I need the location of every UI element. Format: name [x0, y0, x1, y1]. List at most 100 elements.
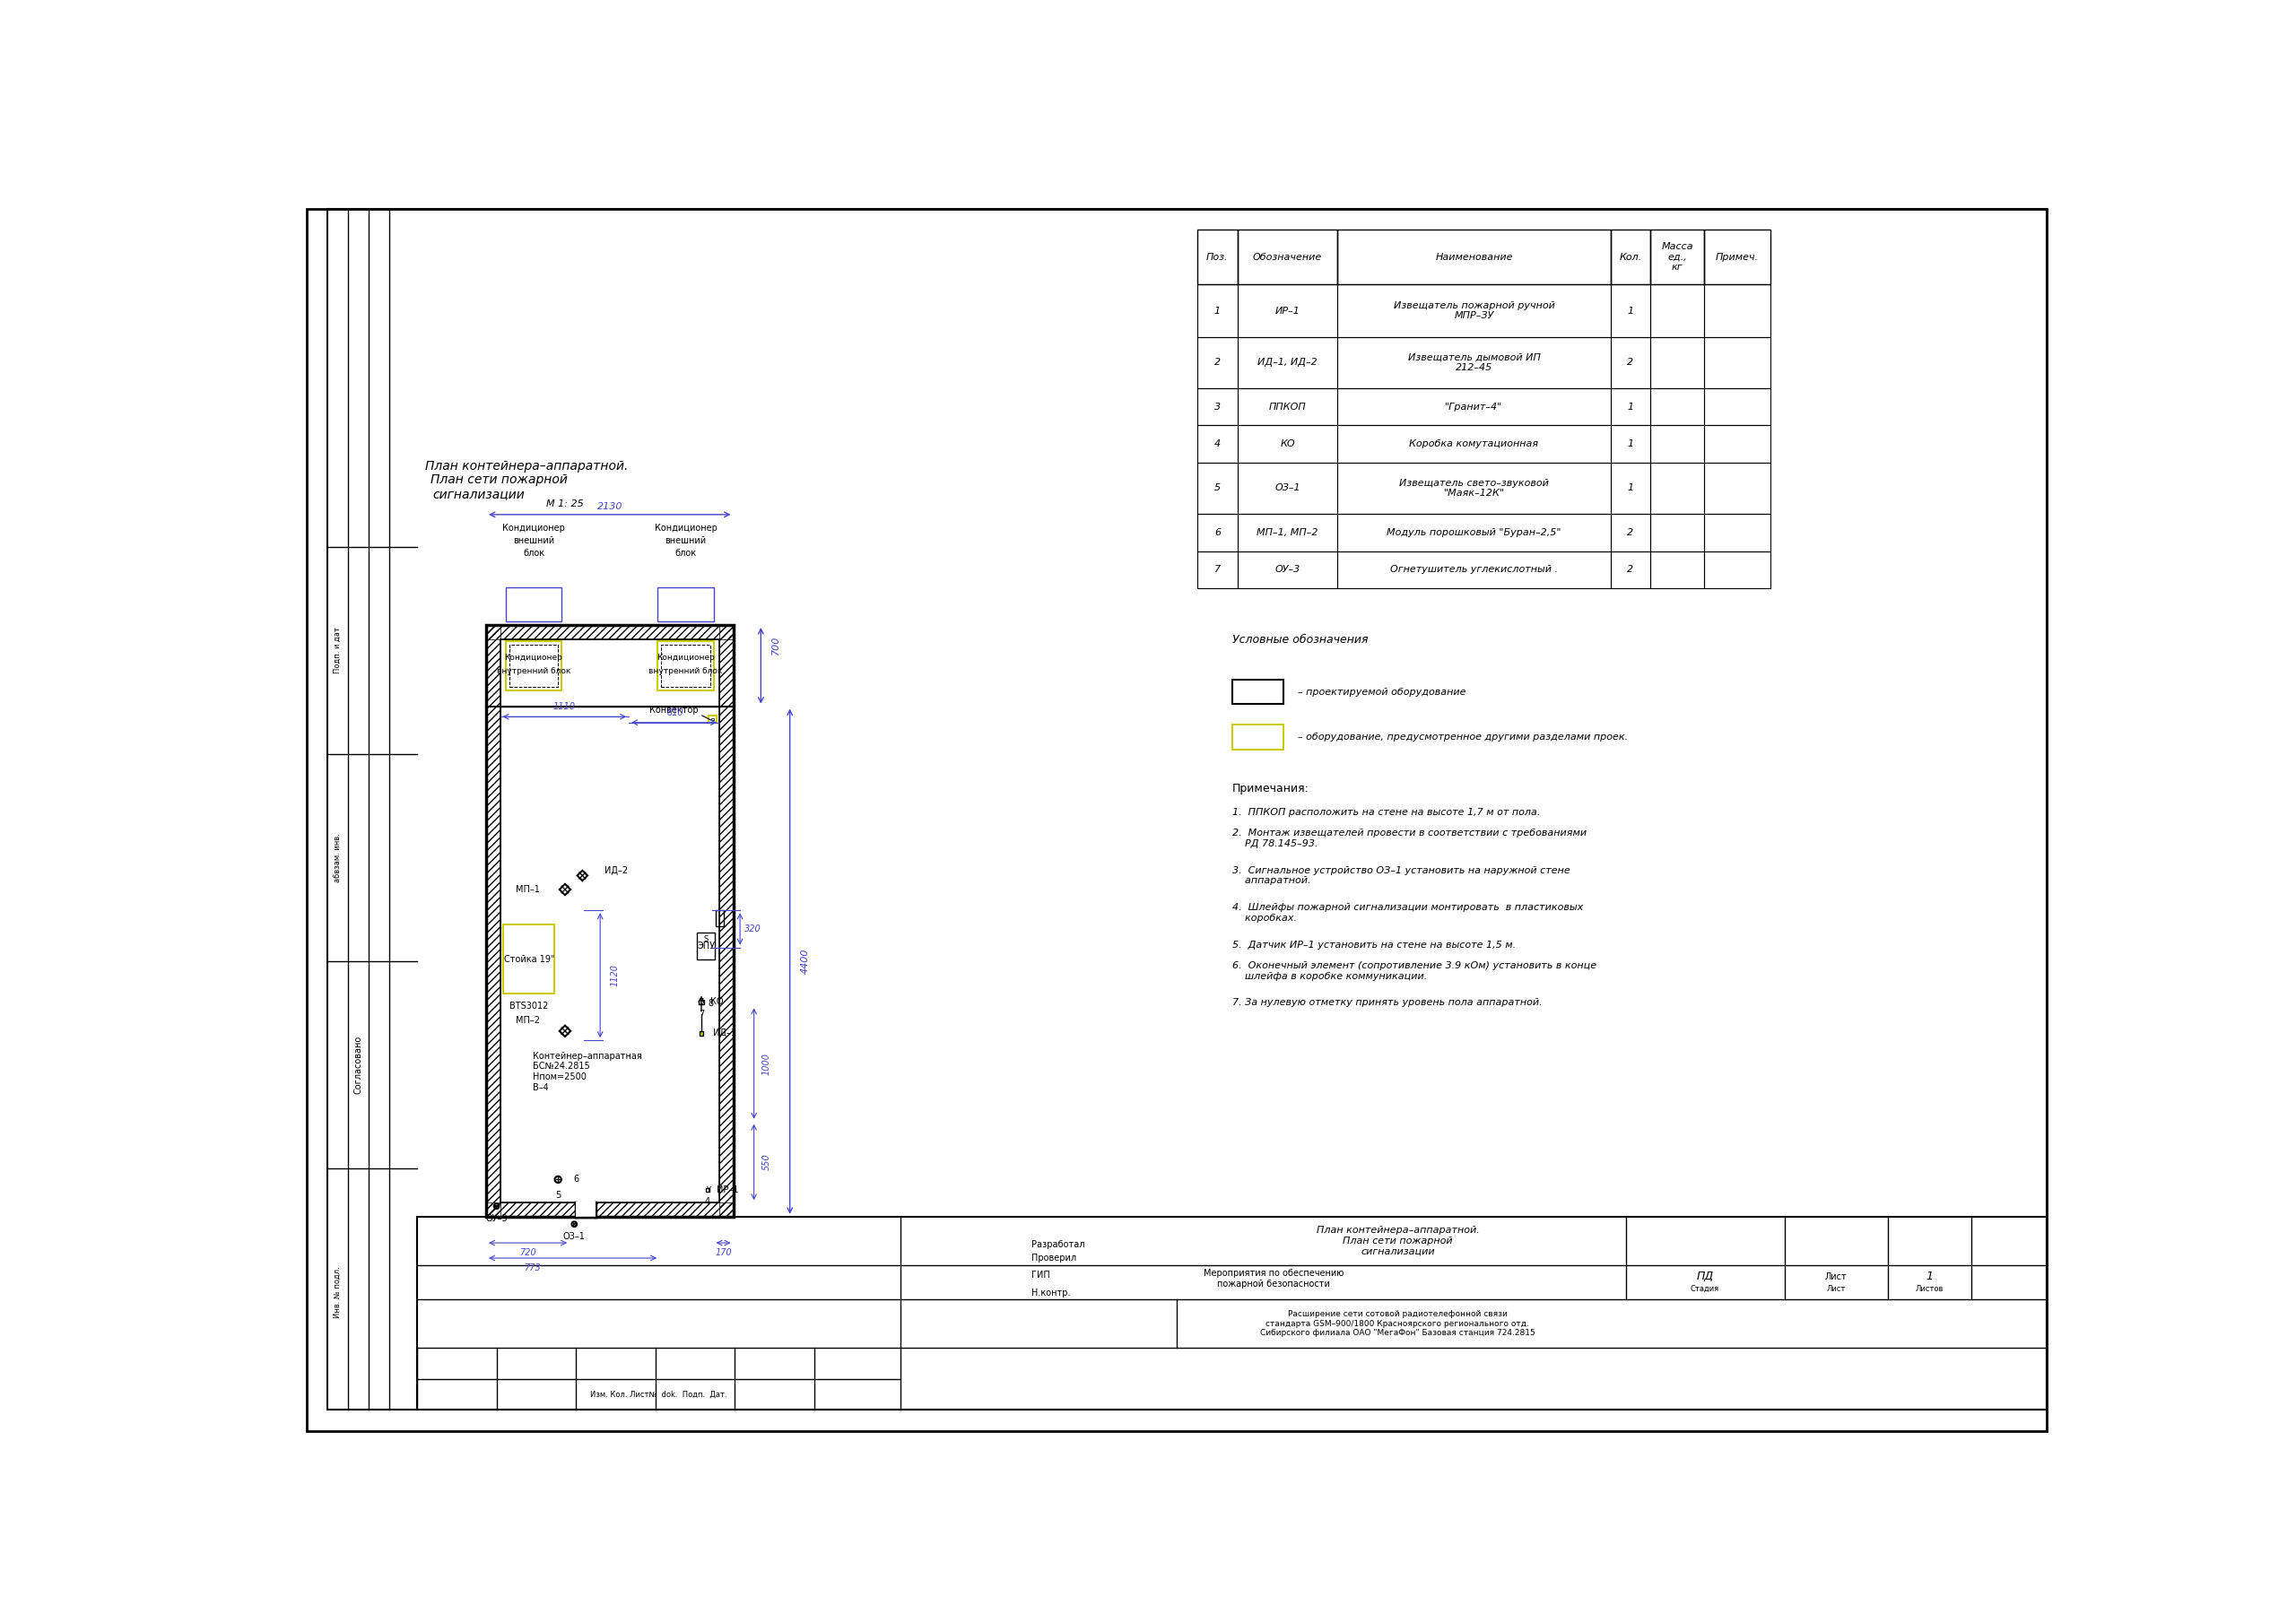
Bar [1651, 284, 1704, 338]
Text: 810: 810 [668, 708, 684, 717]
Text: Огнетушитель углекислотный .: Огнетушитель углекислотный . [1389, 565, 1559, 575]
Text: 7: 7 [698, 1010, 705, 1019]
Text: Лист: Лист [1828, 1285, 1846, 1294]
Text: Листов: Листов [1915, 1285, 1942, 1294]
Bar [1609, 425, 1651, 463]
Polygon shape [560, 1026, 572, 1037]
Text: 4: 4 [1215, 440, 1221, 448]
Text: блок: блок [523, 549, 544, 558]
Text: внешний: внешний [512, 536, 553, 545]
Text: 1: 1 [1628, 307, 1635, 315]
Text: ЭПУ: ЭПУ [698, 941, 714, 949]
Text: Лист: Лист [1825, 1272, 1848, 1281]
Text: 3.  Сигнальное устройство ОЗ–1 установить на наружной стене
    аппаратной.: 3. Сигнальное устройство ОЗ–1 установить… [1233, 867, 1570, 885]
Text: "Гранит–4": "Гранит–4" [1444, 403, 1504, 411]
Text: МП–1, МП–2: МП–1, МП–2 [1256, 527, 1318, 537]
Text: 8: 8 [707, 1000, 714, 1008]
Text: Стадия: Стадия [1690, 1285, 1720, 1294]
Bar [1651, 463, 1704, 514]
Bar [505, 588, 563, 622]
Text: Подп. и дат: Подп. и дат [333, 626, 342, 674]
Text: Н.контр.: Н.контр. [1031, 1289, 1070, 1297]
Bar [576, 1201, 595, 1217]
Text: Условные обозначения: Условные обозначения [1233, 635, 1368, 646]
Bar [1238, 229, 1339, 284]
Text: 6: 6 [574, 1175, 579, 1185]
Text: ПД: ПД [1697, 1271, 1713, 1282]
Text: сигнализации: сигнализации [432, 487, 523, 500]
Bar [1199, 514, 1238, 552]
Text: Проверил: Проверил [1031, 1253, 1077, 1263]
Text: ОУ–3: ОУ–3 [484, 1214, 507, 1222]
Text: КО: КО [1281, 440, 1295, 448]
Text: 320: 320 [744, 925, 760, 933]
Bar [1238, 552, 1339, 588]
Bar [1609, 552, 1651, 588]
Text: 6.  Оконечный элемент (сопротивление 3.9 кОм) установить в конце
    шлейфа в ко: 6. Оконечный элемент (сопротивление 3.9 … [1233, 961, 1596, 980]
Text: Конвектор: Конвектор [650, 706, 698, 714]
Text: 550: 550 [762, 1154, 771, 1170]
Bar [1704, 552, 1770, 588]
Text: 720: 720 [519, 1248, 537, 1256]
Bar [659, 641, 714, 690]
Text: 170: 170 [714, 1248, 732, 1256]
Text: Извещатель пожарной ручной
МПР–ЗУ: Извещатель пожарной ручной МПР–ЗУ [1394, 302, 1554, 320]
Bar [661, 644, 709, 687]
Text: Кол.: Кол. [1619, 253, 1642, 261]
Text: Извещатель свето–звуковой
"Маяк–12К": Извещатель свето–звуковой "Маяк–12К" [1398, 479, 1550, 498]
Bar [503, 925, 556, 993]
Text: План контейнера–аппаратной.: План контейнера–аппаратной. [425, 459, 629, 472]
Polygon shape [560, 885, 572, 894]
Text: 2: 2 [1215, 359, 1221, 367]
Bar [1704, 463, 1770, 514]
Text: 7. За нулевую отметку принять уровень пола аппаратной.: 7. За нулевую отметку принять уровень по… [1233, 998, 1543, 1008]
Bar [1199, 284, 1238, 338]
Text: 1000: 1000 [762, 1052, 771, 1074]
Text: 2: 2 [1628, 359, 1635, 367]
Text: 1: 1 [1628, 403, 1635, 411]
Text: Согласовано: Согласовано [354, 1035, 363, 1094]
Bar [1199, 463, 1238, 514]
Text: Инв. № подл.: Инв. № подл. [333, 1266, 342, 1318]
Text: Кондиционер: Кондиционер [503, 524, 565, 532]
Polygon shape [576, 870, 588, 881]
Bar [1339, 338, 1609, 388]
Text: 6: 6 [1215, 527, 1221, 537]
Text: Наименование: Наименование [1435, 253, 1513, 261]
Text: План сети пожарной: План сети пожарной [432, 474, 567, 487]
Text: МП–2: МП–2 [517, 1016, 540, 1026]
Bar [1199, 388, 1238, 425]
Text: 7: 7 [1215, 565, 1221, 575]
Text: Коробка комутационная: Коробка комутационная [1410, 440, 1538, 448]
Bar [487, 625, 732, 1217]
Bar [659, 588, 714, 622]
Bar [487, 625, 501, 1217]
Bar [1238, 425, 1339, 463]
Bar [1704, 514, 1770, 552]
Text: ОЗ–1: ОЗ–1 [1274, 484, 1300, 493]
Bar [709, 716, 716, 722]
Bar [1704, 388, 1770, 425]
Bar [1651, 552, 1704, 588]
Bar [1339, 514, 1609, 552]
Text: Расширение сети сотовой радиотелефонной связи
стандарта GSM–900/1800 Красноярско: Расширение сети сотовой радиотелефонной … [1261, 1310, 1536, 1337]
Text: Изм. Кол. Лист№  dok.  Подп.  Дат.: Изм. Кол. Лист№ dok. Подп. Дат. [590, 1391, 728, 1399]
Text: BTS3012: BTS3012 [510, 1001, 549, 1011]
Text: блок: блок [675, 549, 696, 558]
Text: 4: 4 [705, 1198, 709, 1206]
Text: ИД–1, ИД–2: ИД–1, ИД–2 [1258, 359, 1318, 367]
Bar [1238, 463, 1339, 514]
Text: – оборудование, предусмотренное другими разделами проек.: – оборудование, предусмотренное другими … [1297, 732, 1628, 742]
Text: Извещатель дымовой ИП
212–45: Извещатель дымовой ИП 212–45 [1407, 352, 1541, 372]
Bar [1651, 338, 1704, 388]
Text: ИР–1: ИР–1 [716, 1185, 739, 1195]
Text: 2: 2 [1628, 527, 1635, 537]
Text: Y: Y [705, 1186, 709, 1195]
Bar [1609, 338, 1651, 388]
Bar [1238, 514, 1339, 552]
Text: 700: 700 [771, 636, 781, 656]
Text: Кондиционер: Кондиционер [657, 654, 714, 662]
Text: 1: 1 [1926, 1271, 1933, 1282]
Text: 2.  Монтаж извещателей провести в соответствии с требованиями
    РД 78.145–93.: 2. Монтаж извещателей провести в соответ… [1233, 829, 1587, 847]
Text: абвзам. инв.: абвзам. инв. [333, 833, 342, 883]
